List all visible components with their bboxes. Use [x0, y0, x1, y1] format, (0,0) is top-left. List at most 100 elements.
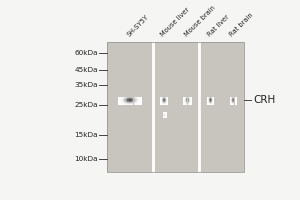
Bar: [123, 99, 124, 100]
Bar: [129, 97, 130, 98]
Bar: [122, 102, 123, 103]
Bar: [135, 98, 136, 99]
Bar: [125, 104, 126, 105]
Bar: [129, 100, 130, 101]
Bar: [129, 104, 130, 105]
Bar: [122, 98, 123, 99]
Bar: [118, 102, 119, 103]
Text: 45kDa: 45kDa: [74, 67, 98, 73]
Bar: [139, 99, 140, 100]
Bar: [126, 101, 127, 102]
Bar: [118, 103, 119, 104]
Bar: [131, 98, 132, 99]
Bar: [137, 101, 138, 102]
Text: 25kDa: 25kDa: [74, 102, 98, 108]
Bar: [119, 97, 120, 98]
Bar: [131, 100, 132, 101]
Bar: [136, 102, 137, 103]
Bar: [120, 98, 121, 99]
Bar: [152, 42, 199, 172]
Bar: [123, 101, 124, 102]
Bar: [130, 97, 131, 98]
Bar: [139, 102, 140, 103]
Bar: [126, 102, 127, 103]
Bar: [141, 100, 142, 101]
Bar: [128, 102, 129, 103]
Bar: [119, 104, 120, 105]
Bar: [121, 102, 122, 103]
Bar: [133, 100, 134, 101]
Bar: [124, 102, 125, 103]
Bar: [137, 102, 138, 103]
Bar: [118, 97, 119, 98]
Bar: [122, 99, 123, 100]
Bar: [133, 98, 134, 99]
Bar: [121, 101, 122, 102]
Bar: [139, 97, 140, 98]
Bar: [124, 98, 125, 99]
Bar: [141, 103, 142, 104]
Bar: [119, 100, 120, 101]
Bar: [136, 97, 137, 98]
Bar: [125, 97, 126, 98]
Bar: [140, 97, 141, 98]
Bar: [139, 100, 140, 101]
Bar: [131, 102, 132, 103]
Bar: [136, 103, 137, 104]
Text: 10kDa: 10kDa: [74, 156, 98, 162]
Bar: [121, 97, 122, 98]
Text: Rat liver: Rat liver: [206, 14, 230, 38]
Bar: [137, 103, 138, 104]
Bar: [120, 97, 121, 98]
Bar: [123, 97, 124, 98]
Bar: [138, 99, 139, 100]
Text: Mouse brain: Mouse brain: [183, 5, 216, 38]
Bar: [135, 104, 136, 105]
Bar: [129, 98, 130, 99]
Bar: [118, 99, 119, 100]
Bar: [121, 99, 122, 100]
Text: CRH: CRH: [254, 95, 276, 105]
Bar: [122, 100, 123, 101]
Bar: [126, 103, 127, 104]
Bar: [119, 103, 120, 104]
Bar: [125, 100, 126, 101]
Bar: [134, 97, 135, 98]
Bar: [129, 103, 130, 104]
Bar: [135, 103, 136, 104]
Bar: [131, 99, 132, 100]
Bar: [130, 100, 131, 101]
Bar: [140, 99, 141, 100]
Bar: [136, 101, 137, 102]
Bar: [134, 100, 135, 101]
Bar: [141, 102, 142, 103]
Bar: [139, 98, 140, 99]
Text: 15kDa: 15kDa: [74, 132, 98, 138]
Bar: [139, 103, 140, 104]
Bar: [136, 104, 137, 105]
Bar: [141, 98, 142, 99]
Text: 35kDa: 35kDa: [74, 82, 98, 88]
Bar: [120, 102, 121, 103]
Bar: [141, 97, 142, 98]
Bar: [133, 103, 134, 104]
Bar: [134, 99, 135, 100]
Bar: [140, 102, 141, 103]
Bar: [133, 104, 134, 105]
Bar: [132, 97, 133, 98]
Bar: [136, 98, 137, 99]
Bar: [133, 97, 134, 98]
Bar: [124, 103, 125, 104]
Bar: [120, 101, 121, 102]
Bar: [107, 42, 152, 172]
Bar: [118, 100, 119, 101]
Bar: [132, 98, 133, 99]
Bar: [130, 102, 131, 103]
Bar: [136, 100, 137, 101]
Bar: [135, 102, 136, 103]
Bar: [136, 99, 137, 100]
Bar: [134, 102, 135, 103]
Bar: [140, 100, 141, 101]
Bar: [131, 101, 132, 102]
Bar: [125, 101, 126, 102]
